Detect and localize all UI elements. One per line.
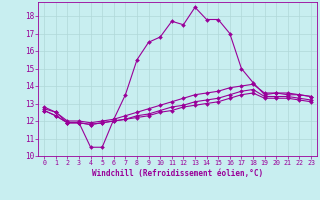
X-axis label: Windchill (Refroidissement éolien,°C): Windchill (Refroidissement éolien,°C) <box>92 169 263 178</box>
